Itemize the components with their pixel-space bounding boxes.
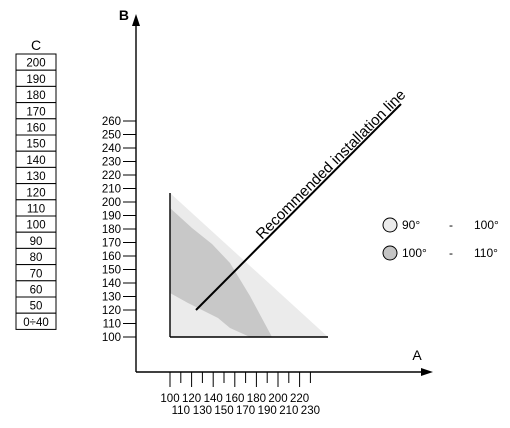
b-axis-tick-label: 160 bbox=[102, 251, 121, 263]
c-scale-label: 190 bbox=[26, 74, 45, 86]
b-axis-tick-label: 240 bbox=[102, 143, 121, 155]
b-axis-tick-label: 210 bbox=[102, 184, 121, 196]
legend-2-sep: - bbox=[449, 246, 453, 260]
b-axis-tick-label: 130 bbox=[102, 292, 121, 304]
c-scale: C 200 190 180 170 160 150 140 130 120 110 100 90 80 7… bbox=[15, 37, 57, 330]
a-axis-tick-label: 150 bbox=[214, 405, 233, 417]
a-axis-tick-label: 210 bbox=[279, 405, 298, 417]
b-axis-tick-label: 150 bbox=[102, 265, 121, 277]
a-axis-tick-label: 160 bbox=[225, 393, 244, 405]
legend-swatch-dark bbox=[382, 245, 398, 261]
a-axis-ticks: 1001101201301401501601701801902002102202… bbox=[160, 372, 320, 417]
legend-item-1: 90° - 100° bbox=[382, 217, 499, 233]
legend-2-from: 100° bbox=[402, 246, 427, 260]
c-scale-label: 170 bbox=[26, 106, 45, 118]
c-scale-label: 140 bbox=[26, 155, 45, 167]
legend: 90° - 100° 100° - 110° bbox=[382, 217, 499, 261]
c-scale-label: 100 bbox=[26, 220, 45, 232]
c-scale-label: 150 bbox=[26, 139, 45, 151]
a-axis-tick-label: 100 bbox=[160, 393, 179, 405]
b-axis-tick-label: 120 bbox=[102, 305, 121, 317]
b-axis-tick-label: 200 bbox=[102, 197, 121, 209]
c-scale-label: 110 bbox=[27, 204, 45, 216]
a-axis-tick-label: 190 bbox=[258, 405, 277, 417]
c-scale-label: 200 bbox=[26, 58, 45, 70]
a-axis-tick-label: 220 bbox=[290, 393, 309, 405]
legend-1-to: 100° bbox=[474, 218, 499, 232]
b-axis-tick-label: 100 bbox=[102, 332, 121, 344]
temperature-zones bbox=[170, 193, 328, 337]
a-axis-tick-label: 200 bbox=[268, 393, 287, 405]
zone-100-110 bbox=[170, 208, 272, 337]
b-axis-letter: B bbox=[119, 7, 129, 23]
b-axis-tick-label: 190 bbox=[102, 211, 121, 223]
a-axis-arrowhead bbox=[421, 368, 433, 376]
b-axis-tick-label: 260 bbox=[102, 116, 121, 128]
c-scale-label: 80 bbox=[30, 252, 43, 264]
c-scale-label: 120 bbox=[26, 187, 45, 199]
legend-1-from: 90° bbox=[402, 218, 420, 232]
legend-swatch-light bbox=[382, 217, 398, 233]
c-scale-label: 50 bbox=[30, 301, 43, 313]
c-scale-label: 90 bbox=[30, 236, 43, 248]
c-scale-letter: C bbox=[31, 37, 41, 53]
b-axis-tick-label: 230 bbox=[102, 157, 121, 169]
b-axis-tick-label: 170 bbox=[102, 238, 121, 250]
a-axis-tick-label: 180 bbox=[247, 393, 266, 405]
a-axis-tick-label: 140 bbox=[204, 393, 223, 405]
c-scale-label: 180 bbox=[26, 90, 45, 102]
legend-item-2: 100° - 110° bbox=[382, 245, 498, 261]
b-axis-tick-label: 220 bbox=[102, 170, 121, 182]
b-axis-tick-label: 140 bbox=[102, 278, 121, 290]
a-axis-tick-label: 130 bbox=[193, 405, 212, 417]
a-axis: A 10011012013014015016017018019020021022… bbox=[136, 347, 433, 417]
recommended-line bbox=[195, 103, 402, 311]
legend-1-sep: - bbox=[449, 218, 453, 232]
a-axis-tick-label: 120 bbox=[182, 393, 201, 405]
c-scale-label: 60 bbox=[30, 285, 43, 297]
c-scale-label: 160 bbox=[26, 123, 45, 135]
a-axis-letter: A bbox=[412, 347, 422, 363]
b-axis-tick-label: 110 bbox=[103, 319, 121, 331]
b-axis-tick-label: 250 bbox=[102, 130, 121, 142]
c-scale-cells: 200 190 180 170 160 150 140 130 120 110 100 90 80 70 6… bbox=[15, 53, 57, 330]
a-axis-tick-label: 170 bbox=[236, 405, 255, 417]
a-axis-tick-label: 230 bbox=[301, 405, 320, 417]
c-scale-label: 70 bbox=[30, 268, 43, 280]
b-axis-arrowhead bbox=[132, 14, 140, 26]
c-scale-cell bbox=[15, 312, 57, 330]
b-axis-tick-label: 180 bbox=[102, 224, 121, 236]
legend-2-to: 110° bbox=[474, 246, 498, 260]
c-scale-label: 0÷40 bbox=[23, 317, 49, 329]
recommended-installation-line: Recommended installation line bbox=[195, 86, 409, 311]
installation-frame bbox=[169, 193, 328, 338]
c-scale-label: 130 bbox=[26, 171, 45, 183]
a-axis-tick-label: 110 bbox=[172, 405, 190, 417]
b-axis-ticks: 1001101201301401501601701801902002102202… bbox=[102, 116, 136, 344]
